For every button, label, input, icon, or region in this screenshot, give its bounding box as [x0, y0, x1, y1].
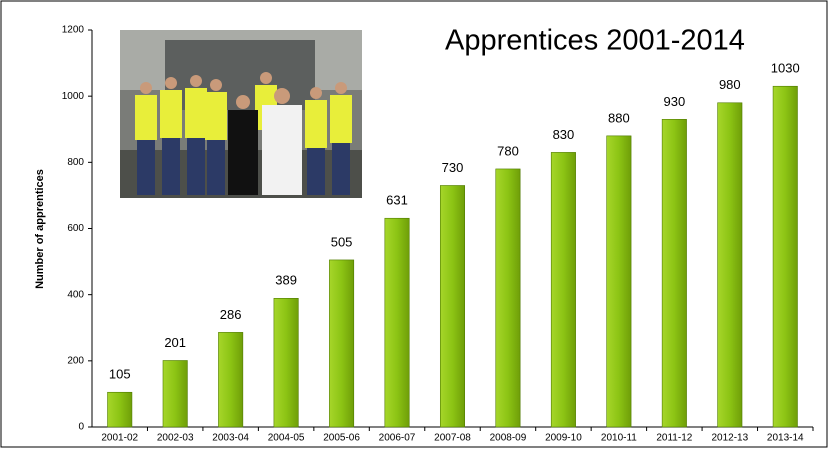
x-tick-label: 2002-03: [157, 433, 194, 444]
value-label: 780: [497, 143, 519, 158]
x-tick-label: 2001-02: [101, 433, 138, 444]
x-tick-label: 2008-09: [490, 433, 527, 444]
bar: [550, 152, 576, 428]
bar: [384, 217, 410, 428]
y-tick-label: 800: [67, 157, 84, 168]
bar: [606, 135, 632, 428]
x-tick-label: 2013-14: [767, 433, 804, 444]
x-tick-label: 2009-10: [545, 433, 582, 444]
x-tick-label: 2010-11: [601, 433, 637, 444]
bar: [495, 168, 521, 428]
y-tick-label: 200: [67, 355, 84, 366]
bar: [772, 85, 798, 428]
value-label: 830: [553, 127, 575, 142]
photo: [120, 30, 362, 198]
bar: [717, 102, 743, 428]
bar: [329, 259, 355, 428]
bar: [661, 119, 687, 428]
bar: [273, 298, 299, 428]
y-tick-label: 0: [78, 422, 84, 433]
x-tick-label: 2006-07: [379, 433, 416, 444]
value-label: 389: [275, 273, 297, 288]
value-label: 505: [331, 234, 353, 249]
value-label: 980: [719, 77, 741, 92]
value-label: 286: [220, 307, 242, 322]
bar: [162, 360, 188, 428]
bar: [439, 185, 466, 428]
x-tick-label: 2005-06: [323, 433, 360, 444]
value-label: 930: [663, 94, 685, 109]
bar: [107, 391, 133, 428]
chart-title: Apprentices 2001-2014: [445, 25, 745, 57]
value-label: 880: [608, 110, 630, 125]
x-tick-label: 2004-05: [268, 433, 305, 444]
bar: [218, 332, 244, 428]
value-label: 730: [442, 160, 464, 175]
x-tick-label: 2003-04: [212, 433, 249, 444]
y-tick-label: 1200: [62, 25, 85, 36]
value-label: 201: [164, 335, 186, 350]
y-tick-label: 400: [67, 289, 84, 300]
x-tick-label: 2012-13: [711, 433, 748, 444]
y-tick-label: 600: [67, 223, 84, 234]
value-label: 1030: [771, 61, 800, 76]
x-tick-label: 2007-08: [434, 433, 471, 444]
value-label: 631: [386, 193, 408, 208]
value-label: 105: [109, 367, 131, 382]
x-tick-label: 2011-12: [656, 433, 692, 444]
y-axis-label: Number of apprentices: [34, 169, 46, 289]
y-tick-label: 1000: [62, 91, 85, 102]
